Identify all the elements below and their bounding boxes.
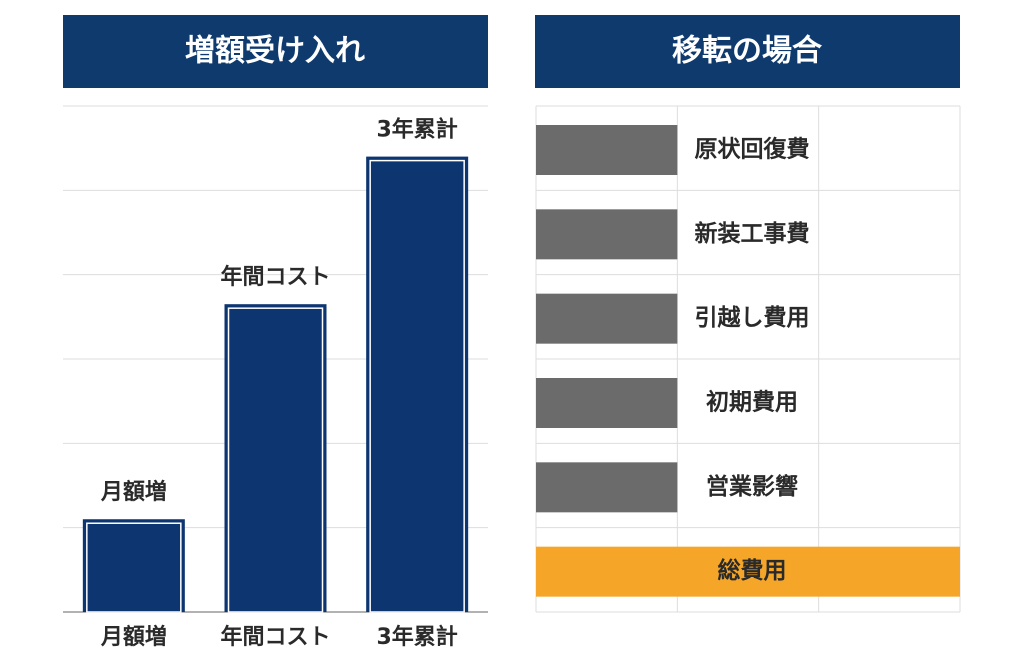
bar: [536, 209, 678, 260]
bar-inner-border: [86, 522, 182, 613]
bar-label: 月額増: [100, 479, 167, 505]
x-tick-label: 月額増: [100, 624, 167, 650]
bar: [224, 304, 327, 612]
category-label: 総費用: [718, 557, 787, 584]
category-label: 初期費用: [706, 389, 798, 416]
bar: [366, 156, 469, 612]
bar-inner-border: [227, 307, 324, 613]
header-bar: [63, 15, 488, 88]
category-label: 営業影響: [706, 473, 798, 500]
bar: [536, 378, 678, 428]
bar-inner-border: [369, 159, 465, 613]
chart-title: 移転の場合: [672, 34, 822, 69]
bar: [536, 462, 678, 513]
bar: [536, 546, 960, 597]
bar-label: 年間コスト: [220, 264, 330, 290]
header-bar: [535, 15, 960, 88]
bar-label: 3年累計: [377, 117, 458, 143]
category-label: 引越し費用: [695, 305, 810, 331]
bar: [536, 125, 678, 175]
x-tick-label: 年間コスト: [220, 624, 330, 650]
category-label: 原状回復費: [695, 136, 810, 163]
chart-title: 増額受け入れ: [185, 34, 365, 69]
x-tick-label: 3年累計: [377, 624, 458, 650]
category-label: 新装工事費: [695, 220, 810, 247]
bar: [536, 293, 678, 344]
bar: [82, 519, 185, 612]
